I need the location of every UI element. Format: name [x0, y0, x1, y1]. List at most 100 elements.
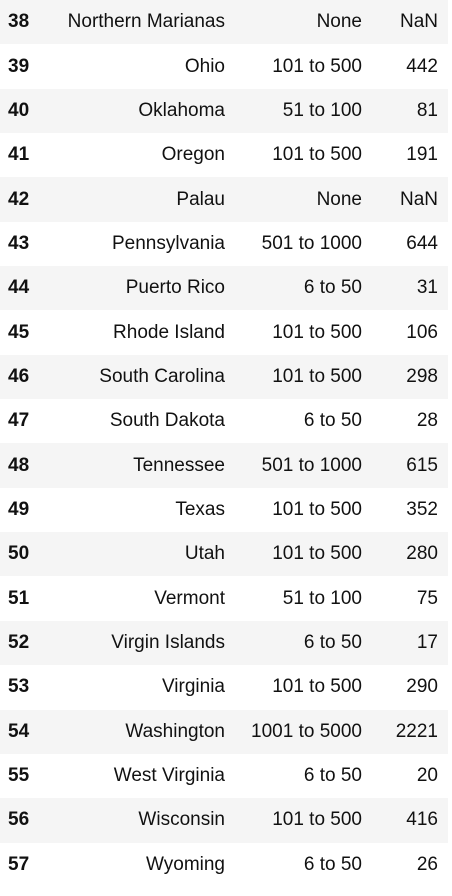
row-index: 45	[8, 321, 30, 343]
state-cell: Wisconsin	[138, 809, 225, 831]
count-cell: 31	[416, 277, 438, 299]
count-cell: 290	[406, 676, 438, 698]
state-cell: West Virginia	[113, 765, 225, 787]
count-cell: 106	[406, 321, 438, 343]
range-cell: 6 to 50	[303, 765, 362, 787]
range-cell: 501 to 1000	[261, 454, 362, 476]
state-cell: Wyoming	[145, 853, 225, 875]
count-cell: 2221	[395, 720, 438, 742]
row-index: 48	[8, 454, 30, 476]
state-cell: South Carolina	[99, 365, 225, 387]
table-row: 44 Puerto Rico 6 to 50 31	[0, 266, 448, 311]
count-cell: 20	[416, 765, 438, 787]
table-row: 49 Texas 101 to 500 352	[0, 487, 448, 533]
row-index: 55	[8, 765, 30, 787]
count-cell: 17	[416, 631, 438, 653]
table-row: 57 Wyoming 6 to 50 26	[0, 842, 448, 887]
count-cell: 280	[406, 543, 438, 565]
count-cell: 26	[416, 853, 438, 875]
state-cell: Texas	[175, 498, 225, 520]
range-cell: 51 to 100	[282, 587, 362, 609]
count-cell: NaN	[399, 11, 438, 33]
state-cell: Northern Marianas	[67, 11, 225, 33]
row-index: 42	[8, 188, 30, 210]
row-index: 40	[8, 99, 30, 121]
table-row: 54 Washington 1001 to 5000 2221	[0, 709, 448, 754]
count-cell: 442	[406, 55, 438, 77]
table-row: 41 Oregon 101 to 500 191	[0, 133, 448, 178]
row-index: 53	[8, 676, 30, 698]
row-index: 46	[8, 365, 30, 387]
table-row: 46 South Carolina 101 to 500 298	[0, 354, 448, 400]
state-cell: South Dakota	[109, 410, 225, 432]
table-row: 38 Northern Marianas None NaN	[0, 0, 448, 45]
table-row: 55 West Virginia 6 to 50 20	[0, 753, 448, 799]
range-cell: 101 to 500	[272, 498, 362, 520]
range-cell: 101 to 500	[272, 543, 362, 565]
row-index: 47	[8, 410, 30, 432]
state-cell: Puerto Rico	[125, 277, 225, 299]
range-cell: 101 to 500	[272, 55, 362, 77]
state-cell: Washington	[125, 720, 225, 742]
table-row: 43 Pennsylvania 501 to 1000 644	[0, 221, 448, 267]
count-cell: 28	[416, 410, 438, 432]
count-cell: 416	[406, 809, 438, 831]
row-index: 57	[8, 853, 30, 875]
range-cell: 101 to 500	[272, 144, 362, 166]
row-index: 56	[8, 809, 30, 831]
table-row: 40 Oklahoma 51 to 100 81	[0, 88, 448, 134]
range-cell: 51 to 100	[282, 99, 362, 121]
table-row: 48 Tennessee 501 to 1000 615	[0, 443, 448, 488]
range-cell: 101 to 500	[272, 676, 362, 698]
row-index: 43	[8, 232, 30, 254]
table-row: 47 South Dakota 6 to 50 28	[0, 399, 448, 444]
row-index: 54	[8, 720, 30, 742]
row-index: 49	[8, 498, 30, 520]
row-index: 39	[8, 55, 30, 77]
row-index: 50	[8, 543, 30, 565]
state-cell: Oregon	[161, 144, 225, 166]
range-cell: 6 to 50	[303, 410, 362, 432]
range-cell: 6 to 50	[303, 853, 362, 875]
count-cell: 75	[416, 587, 438, 609]
range-cell: 1001 to 5000	[251, 720, 362, 742]
state-cell: Virginia	[161, 676, 225, 698]
state-cell: Ohio	[184, 55, 225, 77]
state-cell: Tennessee	[133, 454, 225, 476]
range-cell: 6 to 50	[303, 277, 362, 299]
count-cell: 191	[406, 144, 438, 166]
table-row: 53 Virginia 101 to 500 290	[0, 665, 448, 710]
table-row: 52 Virgin Islands 6 to 50 17	[0, 620, 448, 666]
count-cell: 81	[416, 99, 438, 121]
range-cell: 6 to 50	[303, 631, 362, 653]
state-cell: Rhode Island	[113, 321, 225, 343]
table-row: 45 Rhode Island 101 to 500 106	[0, 310, 448, 355]
range-cell: 101 to 500	[272, 321, 362, 343]
state-cell: Utah	[184, 543, 225, 565]
count-cell: 615	[406, 454, 438, 476]
row-index: 41	[8, 144, 30, 166]
count-cell: 352	[406, 498, 438, 520]
state-cell: Vermont	[154, 587, 225, 609]
table-row: 56 Wisconsin 101 to 500 416	[0, 798, 448, 843]
table-row: 50 Utah 101 to 500 280	[0, 532, 448, 577]
table-row: 51 Vermont 51 to 100 75	[0, 576, 448, 621]
range-cell: 101 to 500	[272, 809, 362, 831]
row-index: 52	[8, 631, 30, 653]
range-cell: None	[316, 11, 362, 33]
range-cell: 501 to 1000	[261, 232, 362, 254]
row-index: 51	[8, 587, 30, 609]
count-cell: NaN	[399, 188, 438, 210]
table-row: 42 Palau None NaN	[0, 177, 448, 222]
state-cell: Oklahoma	[138, 99, 225, 121]
state-cell: Virgin Islands	[111, 631, 225, 653]
row-index: 38	[8, 11, 30, 33]
state-cell: Pennsylvania	[111, 232, 225, 254]
table-row: 39 Ohio 101 to 500 442	[0, 44, 448, 89]
state-cell: Palau	[176, 188, 225, 210]
row-index: 44	[8, 277, 30, 299]
count-cell: 298	[406, 365, 438, 387]
range-cell: 101 to 500	[272, 365, 362, 387]
